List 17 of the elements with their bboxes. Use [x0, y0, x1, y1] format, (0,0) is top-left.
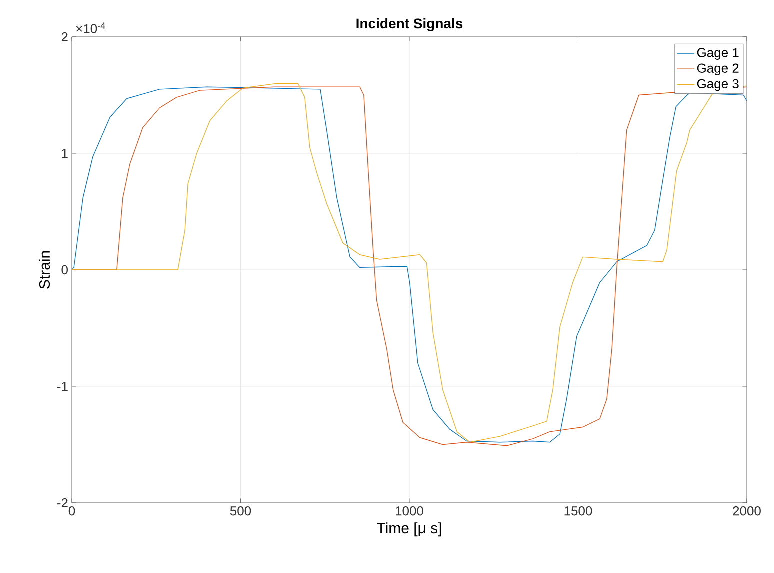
chart-title: Incident Signals: [356, 18, 463, 32]
legend-label: Gage 1: [697, 48, 739, 60]
legend-label: Gage 3: [697, 79, 739, 92]
y-tick-label: 1: [62, 149, 68, 158]
x-tick-label: 500: [230, 506, 252, 516]
y-tick-label: 0: [62, 265, 68, 275]
x-tick-label: 0: [68, 506, 76, 516]
y-axis-title: Strain: [39, 251, 50, 289]
x-tick-label: 2000: [733, 506, 761, 516]
x-tick-label: 1500: [564, 506, 592, 516]
legend-label: Gage 2: [697, 64, 739, 76]
text: ×10$^{-4}$: [76, 22, 106, 34]
x-axis-title: Time [μ s]: [377, 522, 442, 537]
y-tick-label: 2: [62, 32, 68, 42]
y-tick-label: -1: [57, 382, 68, 391]
x-tick-label: 1000: [396, 506, 424, 516]
y-tick-label: -2: [57, 498, 68, 508]
